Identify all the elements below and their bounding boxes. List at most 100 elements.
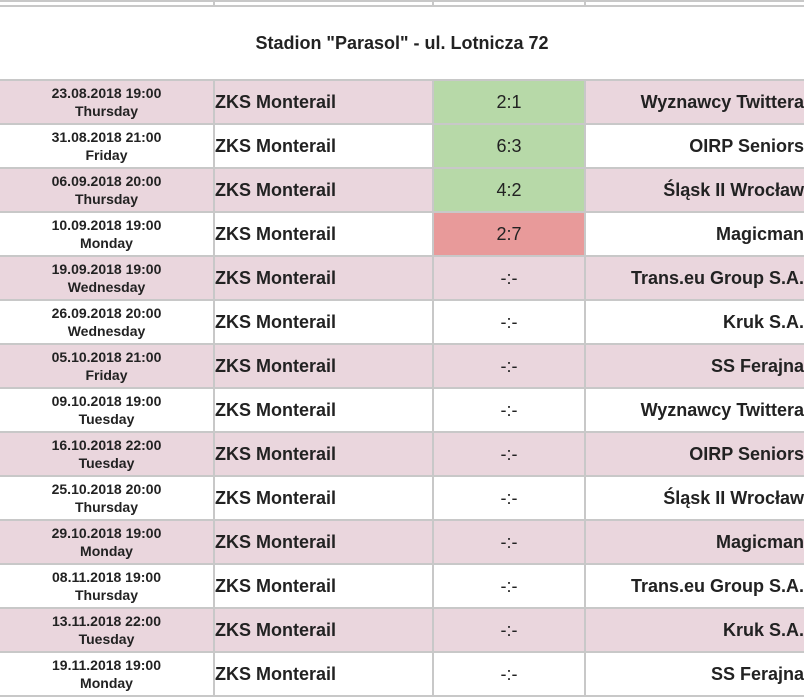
match-datetime: 13.11.2018 22:00 xyxy=(52,613,161,629)
match-date-cell: 05.10.2018 21:00 Friday xyxy=(0,343,215,389)
top-strip-row xyxy=(0,0,804,7)
match-row: 29.10.2018 19:00 Monday ZKS Monterail -:… xyxy=(0,519,804,565)
home-team: ZKS Monterail xyxy=(213,607,434,653)
away-team: Magicman xyxy=(584,519,804,565)
match-weekday: Monday xyxy=(80,235,133,251)
match-weekday: Tuesday xyxy=(78,631,135,647)
home-team: ZKS Monterail xyxy=(213,387,434,433)
home-team: ZKS Monterail xyxy=(213,475,434,521)
match-datetime: 23.08.2018 19:00 xyxy=(51,85,162,101)
match-score: -:- xyxy=(432,343,586,389)
match-score: -:- xyxy=(432,475,586,521)
match-row: 19.09.2018 19:00 Wednesday ZKS Monterail… xyxy=(0,255,804,301)
match-row: 19.11.2018 19:00 Monday ZKS Monterail -:… xyxy=(0,651,804,697)
match-row: 08.11.2018 19:00 Thursday ZKS Monterail … xyxy=(0,563,804,609)
match-row: 26.09.2018 20:00 Wednesday ZKS Monterail… xyxy=(0,299,804,345)
away-team: Śląsk II Wrocław xyxy=(584,475,804,521)
match-date-cell: 31.08.2018 21:00 Friday xyxy=(0,123,215,169)
match-date-cell: 19.11.2018 19:00 Monday xyxy=(0,651,215,697)
away-team: Magicman xyxy=(584,211,804,257)
match-row: 31.08.2018 21:00 Friday ZKS Monterail 6:… xyxy=(0,123,804,169)
away-team: SS Ferajna xyxy=(584,343,804,389)
match-row: 25.10.2018 20:00 Thursday ZKS Monterail … xyxy=(0,475,804,521)
match-row: 06.09.2018 20:00 Thursday ZKS Monterail … xyxy=(0,167,804,213)
match-row: 23.08.2018 19:00 Thursday ZKS Monterail … xyxy=(0,79,804,125)
match-date-cell: 19.09.2018 19:00 Wednesday xyxy=(0,255,215,301)
away-team: Wyznawcy Twittera xyxy=(584,79,804,125)
home-team: ZKS Monterail xyxy=(213,211,434,257)
match-score: 2:7 xyxy=(432,211,586,257)
match-date-cell: 26.09.2018 20:00 Wednesday xyxy=(0,299,215,345)
match-weekday: Friday xyxy=(85,367,128,383)
match-weekday: Thursday xyxy=(74,191,138,207)
match-datetime: 19.09.2018 19:00 xyxy=(51,261,162,277)
match-datetime: 26.09.2018 20:00 xyxy=(51,305,162,321)
match-score: -:- xyxy=(432,563,586,609)
match-datetime: 06.09.2018 20:00 xyxy=(51,173,162,189)
match-datetime: 31.08.2018 21:00 xyxy=(51,129,162,145)
away-team: SS Ferajna xyxy=(584,651,804,697)
home-team: ZKS Monterail xyxy=(213,431,434,477)
home-team: ZKS Monterail xyxy=(213,299,434,345)
match-date-cell: 09.10.2018 19:00 Tuesday xyxy=(0,387,215,433)
match-row: 13.11.2018 22:00 Tuesday ZKS Monterail -… xyxy=(0,607,804,653)
venue-title: Stadion "Parasol" - ul. Lotnicza 72 xyxy=(0,5,804,81)
match-weekday: Monday xyxy=(80,675,133,691)
match-score: -:- xyxy=(432,651,586,697)
match-score: -:- xyxy=(432,519,586,565)
match-weekday: Wednesday xyxy=(67,323,146,339)
match-weekday: Monday xyxy=(80,543,133,559)
home-team: ZKS Monterail xyxy=(213,343,434,389)
match-date-cell: 29.10.2018 19:00 Monday xyxy=(0,519,215,565)
away-team: Trans.eu Group S.A. xyxy=(584,563,804,609)
away-team: Kruk S.A. xyxy=(584,607,804,653)
match-row: 05.10.2018 21:00 Friday ZKS Monterail -:… xyxy=(0,343,804,389)
match-date-cell: 23.08.2018 19:00 Thursday xyxy=(0,79,215,125)
away-team: Trans.eu Group S.A. xyxy=(584,255,804,301)
home-team: ZKS Monterail xyxy=(213,123,434,169)
match-score: -:- xyxy=(432,255,586,301)
home-team: ZKS Monterail xyxy=(213,519,434,565)
match-weekday: Tuesday xyxy=(78,411,135,427)
match-score: 6:3 xyxy=(432,123,586,169)
away-team: OIRP Seniors xyxy=(584,431,804,477)
home-team: ZKS Monterail xyxy=(213,651,434,697)
match-score: 4:2 xyxy=(432,167,586,213)
match-weekday: Thursday xyxy=(74,499,138,515)
match-score: -:- xyxy=(432,387,586,433)
match-datetime: 19.11.2018 19:00 xyxy=(52,657,161,673)
match-row: 10.09.2018 19:00 Monday ZKS Monterail 2:… xyxy=(0,211,804,257)
home-team: ZKS Monterail xyxy=(213,79,434,125)
home-team: ZKS Monterail xyxy=(213,255,434,301)
home-team: ZKS Monterail xyxy=(213,167,434,213)
match-datetime: 25.10.2018 20:00 xyxy=(51,481,162,497)
match-date-cell: 08.11.2018 19:00 Thursday xyxy=(0,563,215,609)
match-score: -:- xyxy=(432,431,586,477)
away-team: OIRP Seniors xyxy=(584,123,804,169)
match-date-cell: 13.11.2018 22:00 Tuesday xyxy=(0,607,215,653)
away-team: Śląsk II Wrocław xyxy=(584,167,804,213)
match-datetime: 16.10.2018 22:00 xyxy=(51,437,162,453)
match-datetime: 08.11.2018 19:00 xyxy=(52,569,161,585)
away-team: Kruk S.A. xyxy=(584,299,804,345)
match-datetime: 29.10.2018 19:00 xyxy=(51,525,162,541)
away-team: Wyznawcy Twittera xyxy=(584,387,804,433)
match-weekday: Thursday xyxy=(74,587,138,603)
match-date-cell: 06.09.2018 20:00 Thursday xyxy=(0,167,215,213)
match-weekday: Wednesday xyxy=(67,279,146,295)
match-datetime: 09.10.2018 19:00 xyxy=(51,393,162,409)
match-datetime: 05.10.2018 21:00 xyxy=(51,349,162,365)
home-team: ZKS Monterail xyxy=(213,563,434,609)
match-weekday: Thursday xyxy=(74,103,138,119)
match-weekday: Friday xyxy=(85,147,128,163)
match-datetime: 10.09.2018 19:00 xyxy=(51,217,162,233)
match-row: 16.10.2018 22:00 Tuesday ZKS Monterail -… xyxy=(0,431,804,477)
match-score: -:- xyxy=(432,607,586,653)
match-score: 2:1 xyxy=(432,79,586,125)
match-date-cell: 25.10.2018 20:00 Thursday xyxy=(0,475,215,521)
match-date-cell: 10.09.2018 19:00 Monday xyxy=(0,211,215,257)
match-row: 09.10.2018 19:00 Tuesday ZKS Monterail -… xyxy=(0,387,804,433)
match-score: -:- xyxy=(432,299,586,345)
venue-header-row: Stadion "Parasol" - ul. Lotnicza 72 xyxy=(0,5,804,81)
